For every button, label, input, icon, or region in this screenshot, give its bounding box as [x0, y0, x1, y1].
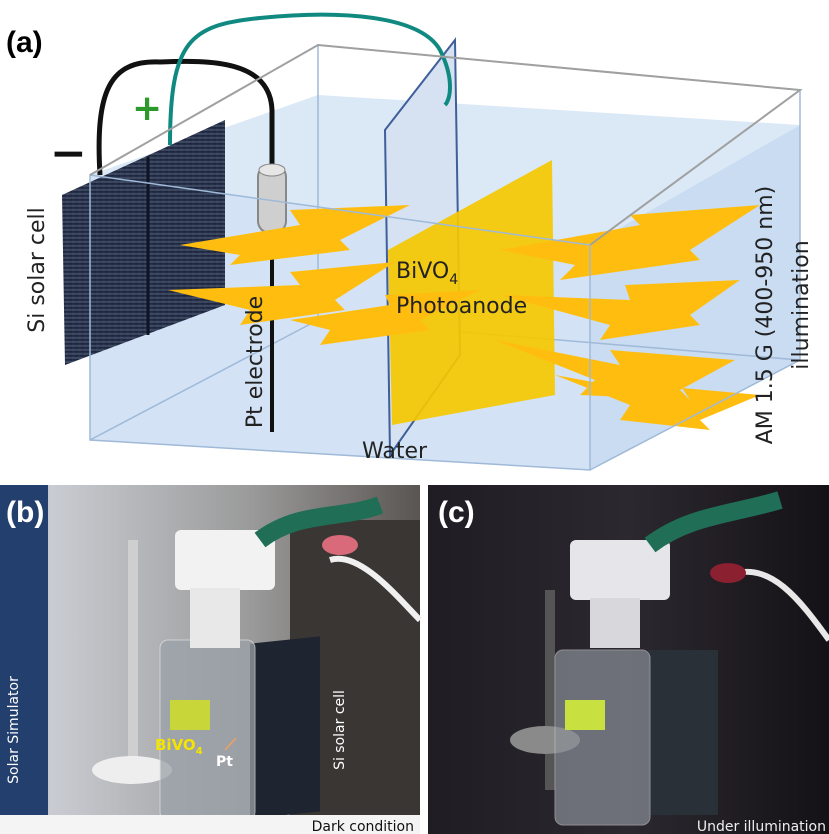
condition-label: Dark condition [312, 819, 414, 834]
cell-cap-neck [590, 598, 640, 648]
si-cell-photo [648, 650, 718, 815]
illumination-line2: illumination [789, 240, 814, 369]
bivo4-sub: 4 [196, 746, 203, 757]
bivo4-label: BiVO4 [396, 259, 458, 288]
photoanode-label: Photoanode [396, 294, 527, 319]
figure: (a) − + Si solar cell Pt electrode BiVO4… [0, 0, 829, 834]
panel-a: (a) − + Si solar cell Pt electrode BiVO4… [6, 15, 814, 470]
clip-red [322, 535, 358, 555]
si-cell-label: Si solar cell [25, 207, 50, 332]
stand-rod [545, 590, 555, 790]
beaker [555, 650, 650, 825]
plus-sign: + [132, 88, 162, 129]
solar-simulator-label: Solar Simulator [6, 676, 22, 784]
panel-label: (a) [6, 26, 43, 59]
panel-label: (b) [6, 496, 44, 529]
bivo4-main: BiVO [396, 259, 449, 284]
condition-label: Under illumination [697, 819, 826, 834]
illumination-line1: AM 1.5 G (400-950 nm) [753, 186, 778, 445]
panel-label: (c) [438, 496, 475, 529]
panel-b: (b) Solar Simulator Si solar cell BiVO4 … [0, 485, 420, 834]
pt-photo-label: Pt [216, 754, 233, 770]
pt-electrode-label: Pt electrode [243, 296, 268, 428]
bivo4-sample [170, 700, 210, 730]
cell-cap-neck [190, 588, 240, 648]
si-cell-photo-label: Si solar cell [332, 690, 348, 770]
bivo4-photo-label: BiVO4 [155, 736, 203, 757]
panel-c: (c) Under illumination [428, 485, 829, 834]
water-label: Water [362, 439, 428, 464]
bivo4-sub: 4 [449, 272, 458, 288]
si-cell-photo [250, 636, 320, 818]
stand-rod [128, 540, 138, 780]
pt-holder-top [259, 164, 285, 176]
clip-red [710, 563, 746, 583]
bivo4-sample [565, 700, 605, 730]
minus-sign: − [50, 128, 87, 179]
bivo4-main: BiVO [155, 736, 196, 754]
